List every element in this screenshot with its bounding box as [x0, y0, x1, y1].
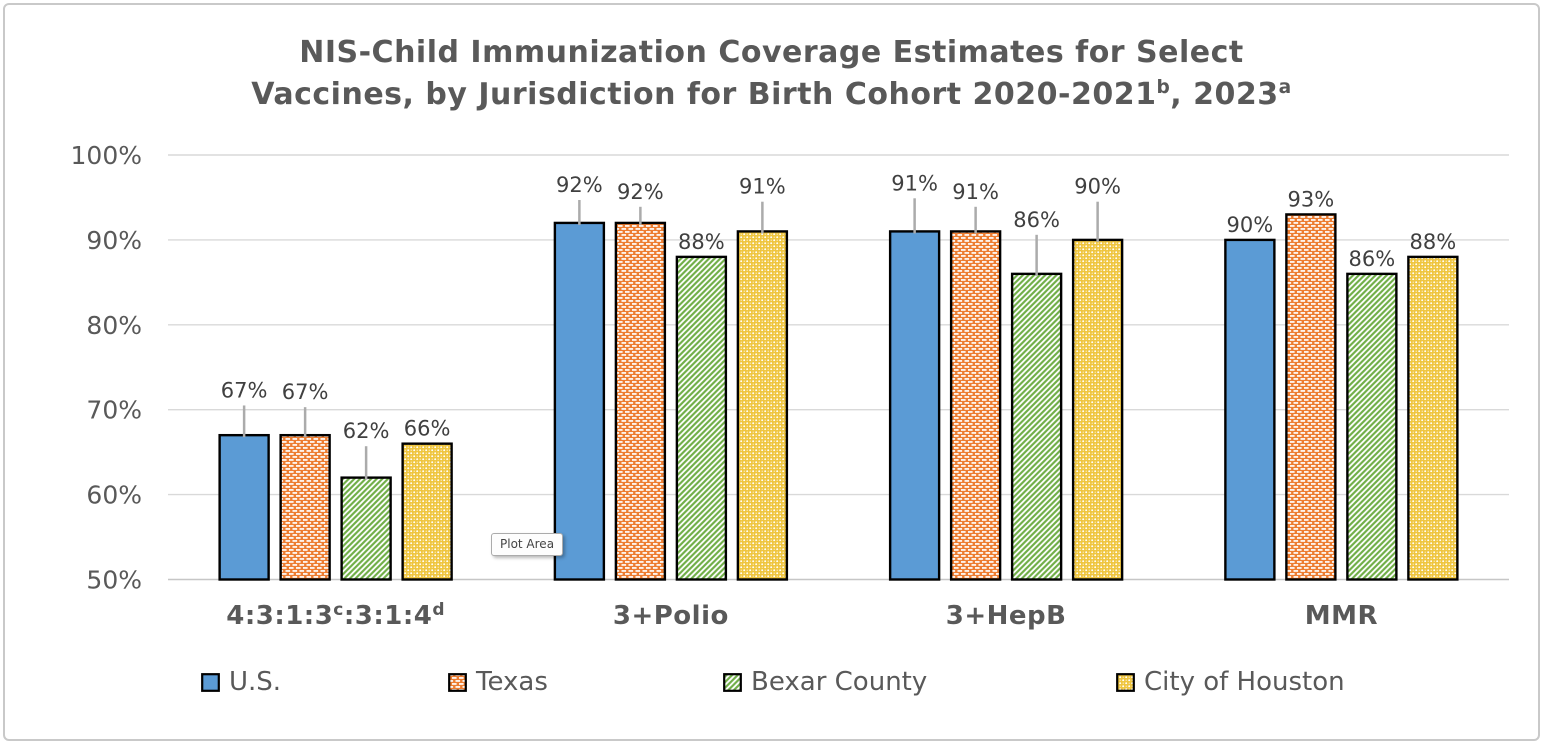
x-category-label: MMR [1305, 601, 1378, 631]
bar-texas-3-polio[interactable] [614, 221, 667, 581]
bar-bexar-county-mmr[interactable] [1346, 272, 1398, 581]
bar-u-s-3-hepb[interactable] [888, 230, 941, 581]
bar-u-s-4-3-1-3c-3-1-4d[interactable] [218, 433, 270, 581]
y-tick-label: 60% [86, 481, 142, 510]
bar-city-of-houston-4-3-1-3c-3-1-4d[interactable] [401, 442, 453, 581]
bar-u-s-mmr[interactable] [1224, 238, 1276, 581]
data-label: 91% [952, 180, 999, 204]
x-category-label: 3+HepB [946, 601, 1067, 631]
y-tick-label: 90% [86, 226, 142, 255]
legend-label-city-of-houston: City of Houston [1144, 667, 1345, 697]
data-label: 67% [221, 378, 268, 402]
data-label: 62% [343, 419, 390, 443]
chart-title-line1: NIS-Child Immunization Coverage Estimate… [299, 35, 1244, 70]
bar-bexar-county-3-polio[interactable] [675, 255, 728, 581]
data-label: 92% [617, 180, 664, 204]
data-label: 88% [1410, 230, 1457, 254]
data-label: 91% [891, 171, 938, 195]
legend-item-city-of-houston[interactable]: City of Houston [1116, 667, 1345, 697]
y-tick-label: 50% [86, 566, 142, 595]
data-label: 86% [1349, 247, 1396, 271]
legend-swatch-city-of-houston-icon [1116, 672, 1135, 692]
chart-title-line2: Vaccines, by Jurisdiction for Birth Coho… [251, 77, 1292, 112]
legend-item-texas[interactable]: Texas [448, 667, 548, 697]
legend-swatch-bexar-county-icon [723, 672, 742, 692]
x-category-label: 4:3:1:3c:3:1:4d [226, 600, 445, 631]
data-label: 67% [282, 380, 329, 404]
data-label: 90% [1074, 175, 1121, 199]
bar-texas-3-hepb[interactable] [949, 230, 1002, 581]
plot-area[interactable]: 50% 60% 70% 80% 90% 100% 67% 67% 62% 66% 4:3:1:3c:… [5, 5, 1540, 741]
plot-area-tooltip: Plot Area [491, 533, 564, 556]
data-label: 66% [404, 417, 451, 441]
y-tick-label: 80% [86, 311, 142, 340]
y-tick-label: 100% [71, 141, 142, 170]
chart-canvas: NIS-Child Immunization Coverage Estimate… [3, 3, 1540, 741]
data-label: 88% [678, 230, 725, 254]
data-label: 90% [1227, 213, 1274, 237]
data-label: 93% [1288, 187, 1335, 211]
x-category-label: 3+Polio [613, 601, 729, 631]
legend-label-bexar-county: Bexar County [751, 667, 928, 697]
bar-city-of-houston-3-polio[interactable] [736, 230, 789, 581]
legend-item-us[interactable]: U.S. [201, 667, 281, 697]
bar-bexar-county-3-hepb[interactable] [1010, 272, 1063, 581]
chart-title: NIS-Child Immunization Coverage Estimate… [5, 32, 1538, 116]
legend-swatch-us-icon [201, 672, 220, 692]
y-tick-label: 70% [86, 396, 142, 425]
legend-label-us: U.S. [229, 667, 282, 697]
bar-u-s-3-polio[interactable] [553, 221, 606, 581]
legend: U.S. Texas Bexar County City of Houston [5, 667, 1538, 705]
legend-label-texas: Texas [476, 667, 548, 697]
data-label: 92% [556, 173, 603, 197]
bar-city-of-houston-3-hepb[interactable] [1071, 238, 1124, 581]
data-label: 91% [739, 175, 786, 199]
data-label: 86% [1013, 208, 1060, 232]
bar-city-of-houston-mmr[interactable] [1407, 255, 1459, 581]
bar-bexar-county-4-3-1-3c-3-1-4d[interactable] [340, 476, 392, 581]
legend-item-bexar-county[interactable]: Bexar County [723, 667, 927, 697]
legend-swatch-texas-icon [448, 672, 467, 692]
bar-texas-mmr[interactable] [1285, 213, 1337, 581]
bar-texas-4-3-1-3c-3-1-4d[interactable] [279, 433, 331, 581]
